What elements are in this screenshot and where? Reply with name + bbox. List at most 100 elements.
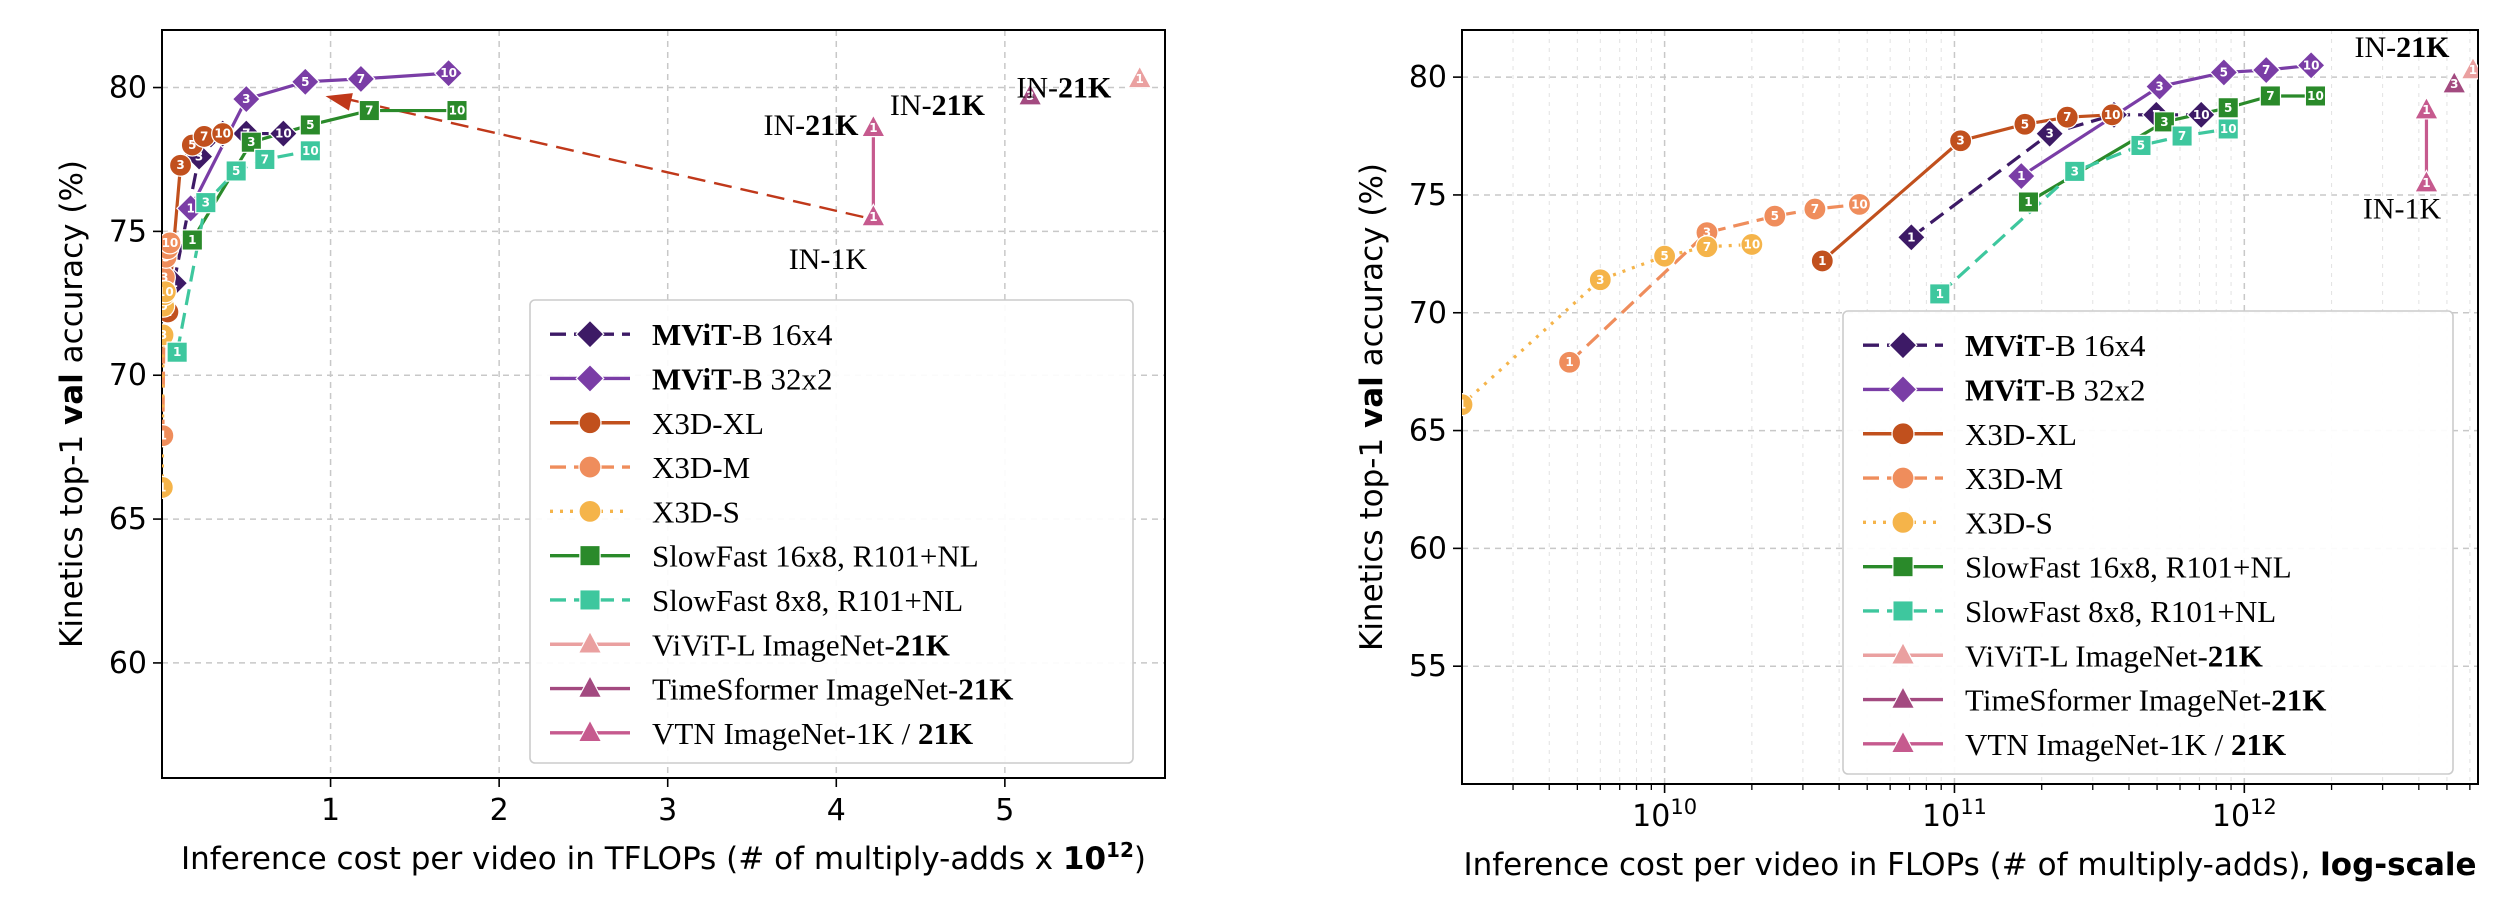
point-sf8-0: 1 (166, 341, 188, 363)
legend-item-vivit: ViViT-L ImageNet-21K (1863, 638, 2263, 673)
legend-marker-vivit (1890, 641, 1916, 665)
annotation-1: IN-1K (2363, 193, 2442, 226)
x-tick-label: 1 (321, 793, 340, 828)
legend-label-vtn: VTN ImageNet-1K / 21K (652, 716, 973, 751)
point-sf8-3-label: 7 (261, 152, 269, 166)
legend-label-sf8: SlowFast 8x8, R101+NL (652, 583, 963, 618)
legend-label-sf16: SlowFast 16x8, R101+NL (1965, 550, 2292, 585)
point-sf16-0: 1 (2017, 191, 2040, 213)
point-mvit32-2: 5 (2209, 57, 2239, 88)
legend-label-mvit32: MViT-B 32x2 (652, 361, 833, 396)
x-tick-label: 4 (827, 793, 846, 828)
legend-label-sf8: SlowFast 8x8, R101+NL (1965, 594, 2276, 629)
y-tick-label: 80 (109, 71, 147, 106)
legend-item-mvit16: MViT-B 16x4 (550, 317, 833, 352)
legend-label-x3ds: X3D-S (652, 494, 740, 529)
legend-item-sf16: SlowFast 16x8, R101+NL (1863, 550, 2292, 585)
point-vtn-0-label: 1 (2422, 176, 2430, 190)
point-sf8-2-label: 5 (2137, 138, 2145, 152)
point-mvit16-1: 3 (2035, 119, 2065, 149)
point-x3ds-3-label: 7 (1703, 240, 1711, 254)
point-x3dxl-2-label: 5 (188, 138, 196, 152)
legend-marker-x3ds (1891, 510, 1915, 534)
point-sf8-2-label: 5 (232, 164, 240, 178)
point-mvit32-2-label: 5 (2220, 65, 2228, 79)
legend-label-mvit16: MViT-B 16x4 (1965, 328, 2146, 363)
y-tick-label: 55 (1409, 649, 1447, 684)
point-x3ds-2: 5 (1653, 244, 1677, 268)
point-mvit32-3-label: 7 (2262, 63, 2270, 77)
point-mvit32-3: 7 (346, 64, 376, 94)
point-tsf-0: 3 (1017, 82, 1043, 106)
legend-label-x3dm: X3D-M (1965, 461, 2063, 496)
point-sf8-1-label: 3 (202, 196, 210, 210)
x-tick-label: 2 (490, 793, 509, 828)
y-tick-label: 80 (1409, 60, 1447, 95)
point-sf16-2: 5 (2217, 97, 2239, 119)
arrow-line (347, 97, 864, 219)
legend-marker-x3dxl (578, 411, 602, 435)
legend-marker-vtn (577, 718, 603, 743)
point-x3dm-2-label: 5 (1771, 209, 1779, 223)
point-mvit16-0: 1 (1896, 222, 1926, 252)
x-tick-label: 1011 (1922, 795, 1987, 834)
point-x3dm-0-label: 1 (159, 429, 167, 443)
point-vtn-0-label: 1 (869, 210, 877, 224)
point-x3dm-4: 10 (1847, 192, 1872, 216)
legend-item-x3dm: X3D-M (550, 450, 750, 485)
legend-marker-mvit32 (1888, 374, 1918, 405)
point-x3ds-0-label: 1 (158, 480, 166, 494)
legend-item-sf8: SlowFast 8x8, R101+NL (1863, 594, 2276, 629)
point-sf8-2: 5 (225, 160, 247, 182)
legend-marker-x3ds (578, 499, 602, 523)
point-sf16-3-label: 7 (2266, 89, 2274, 103)
point-sf8-1: 3 (2064, 160, 2086, 183)
point-mvit32-2: 5 (290, 67, 320, 97)
y-tick-label: 75 (109, 214, 147, 249)
legend-marker-tsf (577, 674, 603, 698)
y-tick-label: 60 (109, 646, 147, 681)
legend-item-x3dm: X3D-M (1863, 461, 2063, 496)
point-x3dm-0: 1 (159, 424, 175, 448)
point-sf8-0-label: 1 (173, 345, 181, 359)
legend-marker-mvit16 (575, 319, 605, 349)
point-mvit32-1-label: 3 (242, 92, 250, 106)
point-mvit32-0-label: 1 (2017, 169, 2025, 183)
point-x3ds-0: 1 (1462, 393, 1474, 417)
point-x3dm-2: 5 (1763, 204, 1787, 228)
x-tick-label: 5 (995, 793, 1014, 828)
point-mvit32-3-label: 7 (357, 72, 365, 86)
point-x3dm-3-label: 7 (1811, 202, 1819, 216)
point-mvit32-4-label: 10 (2303, 58, 2320, 72)
legend-label-tsf: TimeSformer ImageNet-21K (1965, 683, 2326, 718)
point-x3dxl-4-label: 10 (214, 127, 231, 141)
legend-label-vivit: ViViT-L ImageNet-21K (652, 627, 950, 662)
legend-label-x3ds: X3D-S (1965, 505, 2053, 540)
point-sf16-3: 7 (358, 99, 381, 122)
legend-label-vtn: VTN ImageNet-1K / 21K (1965, 727, 2286, 762)
legend-item-mvit16: MViT-B 16x4 (1863, 328, 2146, 363)
point-x3dm-4-label: 10 (162, 236, 179, 250)
point-vivit-0-label: 1 (1136, 72, 1144, 86)
point-x3dxl-4: 10 (2100, 103, 2124, 127)
x-tick-label: 1010 (1632, 795, 1697, 834)
point-mvit32-3: 7 (2251, 55, 2281, 85)
legend-item-tsf: TimeSformer ImageNet-21K (1863, 683, 2326, 718)
point-x3ds-3: 7 (1695, 235, 1719, 259)
point-sf16-0-label: 1 (2024, 195, 2032, 209)
y-tick-label: 60 (1409, 531, 1447, 566)
legend-marker-sf16 (1892, 555, 1914, 578)
point-tsf-0-label: 3 (2450, 77, 2458, 91)
legend-item-vtn: VTN ImageNet-1K / 21K (550, 716, 973, 751)
point-mvit32-1-label: 3 (2155, 80, 2163, 94)
legend-label-mvit32: MViT-B 32x2 (1965, 372, 2146, 407)
legend-label-sf16: SlowFast 16x8, R101+NL (652, 539, 979, 574)
annotation-0: IN-21K (2355, 31, 2451, 64)
y-tick-label: 65 (1409, 414, 1447, 449)
y-axis-label: Kinetics top-1 val accuracy (%) (1354, 163, 1390, 651)
point-tsf-0: 3 (2441, 70, 2467, 94)
point-x3dm-4-label: 10 (1851, 197, 1868, 211)
